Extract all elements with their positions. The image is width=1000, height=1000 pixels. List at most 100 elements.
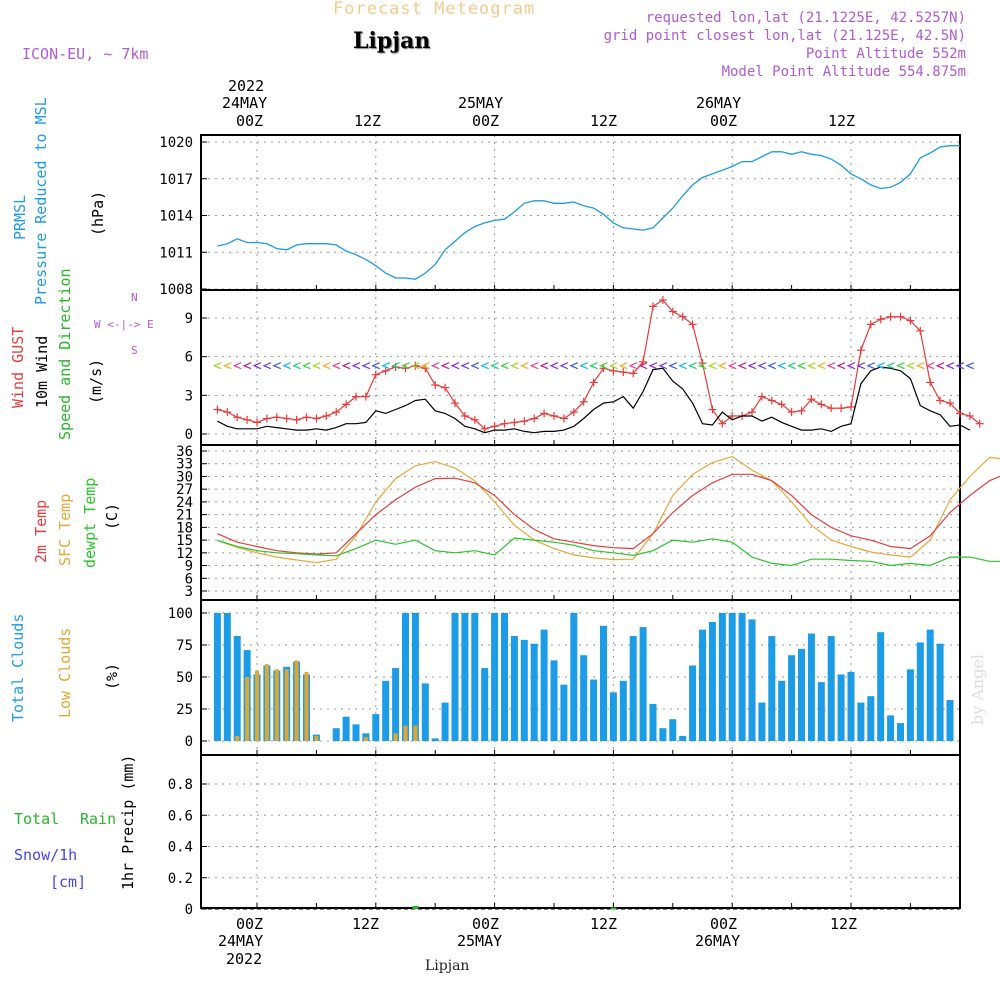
- wind-direction-arrow: [490, 362, 499, 370]
- gust-marker: [213, 405, 222, 414]
- y-tick-label: 27: [176, 482, 193, 498]
- gust-marker: [748, 408, 756, 417]
- top-date-label: 26MAY: [696, 94, 742, 112]
- y-tick-label: 1011: [159, 245, 193, 261]
- total-clouds-bar: [461, 613, 469, 741]
- wind-direction-arrow: [529, 362, 539, 370]
- wind-direction-arrow: [678, 362, 687, 370]
- total-clouds-bar: [738, 613, 746, 741]
- wind-direction-arrow: [361, 362, 371, 370]
- bottom-hour-label: 12Z: [352, 915, 380, 933]
- bottom-year-label: 2022: [226, 950, 263, 968]
- low-clouds-bar: [363, 737, 368, 741]
- dewpt-temp-line: [217, 537, 1000, 567]
- total-clouds-bar: [718, 613, 726, 741]
- gust-marker: [550, 411, 558, 420]
- gust-marker: [965, 411, 974, 420]
- rain-bar: [610, 907, 617, 910]
- low-clouds-bar: [255, 670, 259, 741]
- wind-direction-arrow: [767, 362, 777, 370]
- total-clouds-bar: [887, 715, 895, 741]
- total-clouds-bar: [233, 636, 241, 741]
- bottom-date-label: 24MAY: [218, 932, 264, 950]
- y-tick-label: 1020: [159, 135, 193, 151]
- top-hour-label: 12Z: [354, 112, 382, 130]
- total-clouds-bar: [817, 682, 825, 741]
- gust-marker: [431, 381, 440, 390]
- gust-marker: [718, 419, 727, 428]
- gust-marker: [797, 406, 806, 415]
- total-clouds-bar: [520, 639, 528, 741]
- wind-direction-arrow: [757, 362, 767, 370]
- footer-place: Lipjan: [425, 958, 470, 974]
- gust-marker: [827, 404, 836, 413]
- y-tick-label: 0: [185, 427, 193, 443]
- gust-marker: [470, 415, 479, 424]
- bottom-hour-label: 00Z: [710, 915, 738, 933]
- model-label: ICON-EU, ~ 7km: [22, 45, 149, 63]
- panel-precip: 0.8 0.6 0.4 0.2 0: [168, 754, 961, 918]
- gust-marker: [243, 415, 252, 424]
- gust-marker: [975, 419, 984, 428]
- snow-label: Snow/1h: [14, 846, 78, 864]
- gust-marker: [460, 411, 469, 420]
- total-clouds-bar: [451, 613, 459, 741]
- total-clouds-bar: [352, 724, 360, 741]
- total-clouds-bar: [421, 683, 429, 741]
- y-tick-label: 1017: [159, 172, 193, 188]
- total-clouds-bar: [550, 660, 558, 741]
- compass-s: S: [131, 344, 138, 357]
- y-tick-label: 36: [176, 444, 193, 460]
- y-tick-label: 21: [176, 508, 193, 524]
- total-clouds-bar: [659, 728, 667, 741]
- gust-marker: [223, 408, 232, 417]
- y-tick-label: 0: [185, 902, 193, 918]
- total-clouds-bar: [748, 619, 756, 741]
- gust-marker: [381, 366, 390, 375]
- wind-direction-arrow: [400, 362, 410, 370]
- total-clouds-bar: [600, 625, 607, 741]
- wind-direction-arrow: [272, 362, 282, 370]
- panel-frame: [200, 444, 961, 601]
- total-clouds-bar: [471, 613, 479, 741]
- total-clouds-bar: [758, 702, 766, 741]
- panel-wind: 9 6 3 0: [185, 289, 961, 446]
- y-tick-label: 6: [185, 350, 193, 366]
- wind-direction-arrow: [351, 362, 361, 370]
- total-clouds-bar: [372, 714, 380, 741]
- wind-direction-arrow: [727, 362, 737, 370]
- wind-direction-arrow: [796, 362, 806, 370]
- wind-direction-arrow: [212, 362, 222, 370]
- total-clouds-bar: [768, 636, 776, 741]
- y-tick-label: 9: [185, 311, 193, 327]
- y-tick-label: 12: [176, 546, 193, 562]
- y-tick-label: 25: [176, 702, 193, 718]
- requested-coords: requested lon,lat (21.1225E, 42.5257N): [645, 10, 966, 26]
- total-clouds-bar: [669, 719, 677, 741]
- wind-direction-arrow: [777, 362, 786, 370]
- gust-marker: [441, 383, 450, 392]
- gust-marker: [649, 302, 657, 311]
- gust-marker: [688, 320, 697, 329]
- wind-direction-arrow: [836, 362, 846, 370]
- chart-subtitle: Forecast Meteogram: [333, 0, 536, 19]
- total-clouds-bar: [510, 636, 518, 741]
- bottom-hour-label: 00Z: [472, 915, 500, 933]
- total-clouds-bar: [411, 613, 419, 741]
- panel-pressure: 1020 1017 1014 1011 1008: [159, 134, 961, 298]
- y-tick-label: 15: [176, 533, 193, 549]
- gust-line: [217, 299, 981, 430]
- panel-frame: [200, 754, 961, 909]
- y-tick-label: 24: [176, 495, 193, 511]
- wind-direction-arrow: [440, 362, 450, 370]
- gust-marker: [292, 415, 301, 424]
- gust-marker: [589, 378, 598, 387]
- wind-direction-arrow: [965, 362, 975, 370]
- low-clouds-bar: [403, 725, 408, 741]
- compass-n: N: [131, 291, 138, 304]
- y-tick-label: 6: [185, 571, 193, 587]
- wind-direction-arrow: [697, 362, 707, 370]
- low-clouds-bar: [235, 735, 240, 741]
- gust-marker: [946, 399, 954, 408]
- y-tick-label: 33: [176, 457, 193, 473]
